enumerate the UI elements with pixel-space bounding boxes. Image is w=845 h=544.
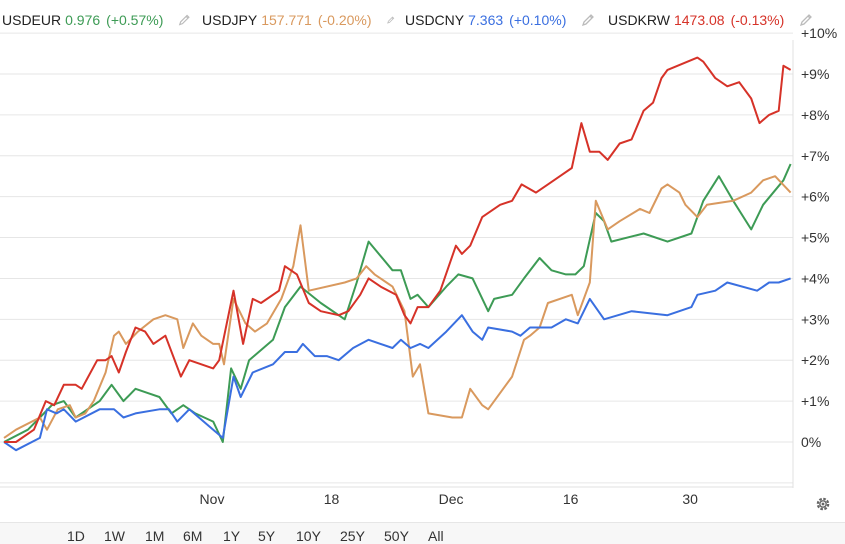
range-button-1d[interactable]: 1D: [67, 528, 85, 544]
range-button-1w[interactable]: 1W: [104, 528, 125, 544]
legend-value: 7.363: [468, 12, 504, 28]
x-tick-label: 18: [324, 491, 340, 507]
legend-value: 0.976: [65, 12, 101, 28]
y-tick-label: +8%: [801, 107, 829, 123]
y-axis: 0% +1% +2% +3% +4% +5% +6% +7% +8% +9% +10%: [801, 25, 837, 450]
legend-value: 157.771: [261, 12, 312, 28]
x-axis: Nov 18 Dec 16 30: [200, 491, 699, 507]
pencil-icon[interactable]: [580, 12, 596, 28]
legend-symbol: USDEUR: [2, 12, 62, 28]
legend-change: (+0.10%): [509, 12, 567, 28]
y-tick-label: +2%: [801, 352, 829, 368]
range-button-1y[interactable]: 1Y: [223, 528, 241, 544]
legend-change: (-0.13%): [730, 12, 785, 28]
pencil-icon[interactable]: [177, 12, 192, 28]
y-tick-label: +5%: [801, 230, 829, 246]
y-tick-label: +9%: [801, 66, 829, 82]
range-button-25y[interactable]: 25Y: [340, 528, 365, 544]
range-button-6m[interactable]: 6M: [183, 528, 203, 544]
y-tick-label: +6%: [801, 189, 829, 205]
series-line-usdcny: [3, 277, 791, 452]
legend-item-usdjpy[interactable]: USDJPY 157.771 (-0.20%): [200, 0, 403, 40]
legend-item-usdeur[interactable]: USDEUR 0.976 (+0.57%): [0, 0, 200, 40]
range-selector: 1D 1W 1M 6M 1Y 5Y 10Y 25Y 50Y All: [0, 522, 845, 544]
series-layer: [3, 56, 792, 452]
x-tick-label: 30: [682, 491, 698, 507]
y-tick-label: 0%: [801, 434, 821, 450]
y-tick-label: +7%: [801, 148, 829, 164]
series-line-usdeur: [3, 163, 792, 443]
series-line-usdkrw: [4, 56, 792, 443]
y-tick-label: +4%: [801, 270, 829, 286]
y-tick-label: +1%: [801, 393, 829, 409]
grid: [0, 32, 794, 488]
range-button-10y[interactable]: 10Y: [296, 528, 321, 544]
legend-value: 1473.08: [673, 12, 725, 28]
legend-change: (-0.20%): [317, 12, 372, 28]
x-tick-label: 16: [563, 491, 579, 507]
legend-symbol: USDKRW: [608, 12, 670, 28]
range-button-all[interactable]: All: [428, 528, 444, 544]
legend-symbol: USDCNY: [405, 12, 465, 28]
chart-legend: USDEUR 0.976 (+0.57%) USDJPY 157.771 (-0…: [0, 0, 845, 40]
gear-icon[interactable]: [813, 494, 833, 514]
legend-item-usdkrw[interactable]: USDKRW 1473.08 (-0.13%): [606, 0, 845, 40]
series-line-usdjpy: [3, 175, 792, 439]
y-tick-label: +3%: [801, 311, 829, 327]
range-button-1m[interactable]: 1M: [145, 528, 165, 544]
legend-item-usdcny[interactable]: USDCNY 7.363 (+0.10%): [403, 0, 606, 40]
range-button-50y[interactable]: 50Y: [384, 528, 409, 544]
legend-change: (+0.57%): [106, 12, 164, 28]
pencil-icon[interactable]: [798, 12, 814, 28]
x-tick-label: Nov: [200, 491, 225, 507]
y-tick-label: +10%: [801, 25, 837, 41]
legend-symbol: USDJPY: [202, 12, 258, 28]
x-tick-label: Dec: [439, 491, 464, 507]
range-button-5y[interactable]: 5Y: [258, 528, 276, 544]
pencil-icon[interactable]: [386, 12, 395, 28]
